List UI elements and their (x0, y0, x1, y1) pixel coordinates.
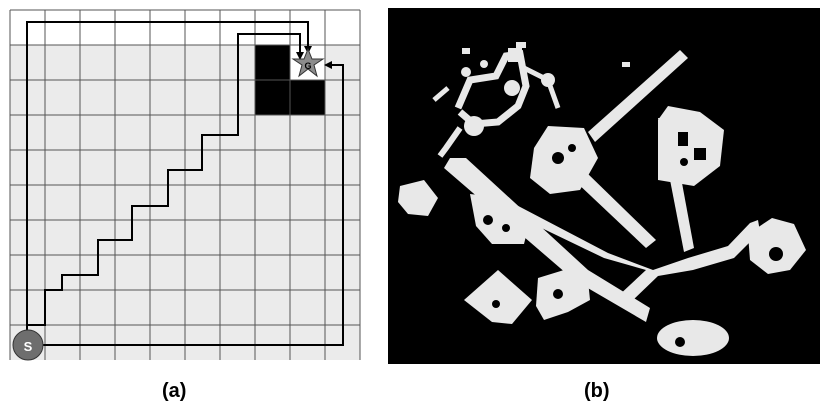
goal-star-icon (291, 47, 325, 78)
occupancy-map (388, 8, 820, 364)
caption-b: (b) (584, 380, 610, 402)
path-top-route (26, 21, 312, 333)
caption-a: (a) (162, 380, 187, 402)
goal-label: G (304, 61, 311, 71)
map-obstacles (483, 132, 783, 347)
map-background (388, 8, 820, 364)
start-node (12, 329, 44, 361)
path-staircase-route (26, 33, 304, 345)
panel-b-occupancy-map (388, 8, 820, 364)
start-label: S (24, 339, 33, 354)
grid-path-diagram: S G (9, 9, 361, 361)
path-bottom-route (38, 61, 344, 346)
grid-lines (9, 9, 361, 360)
panel-a-grid-paths: S G (0, 0, 380, 370)
free-space-regions (398, 42, 806, 356)
